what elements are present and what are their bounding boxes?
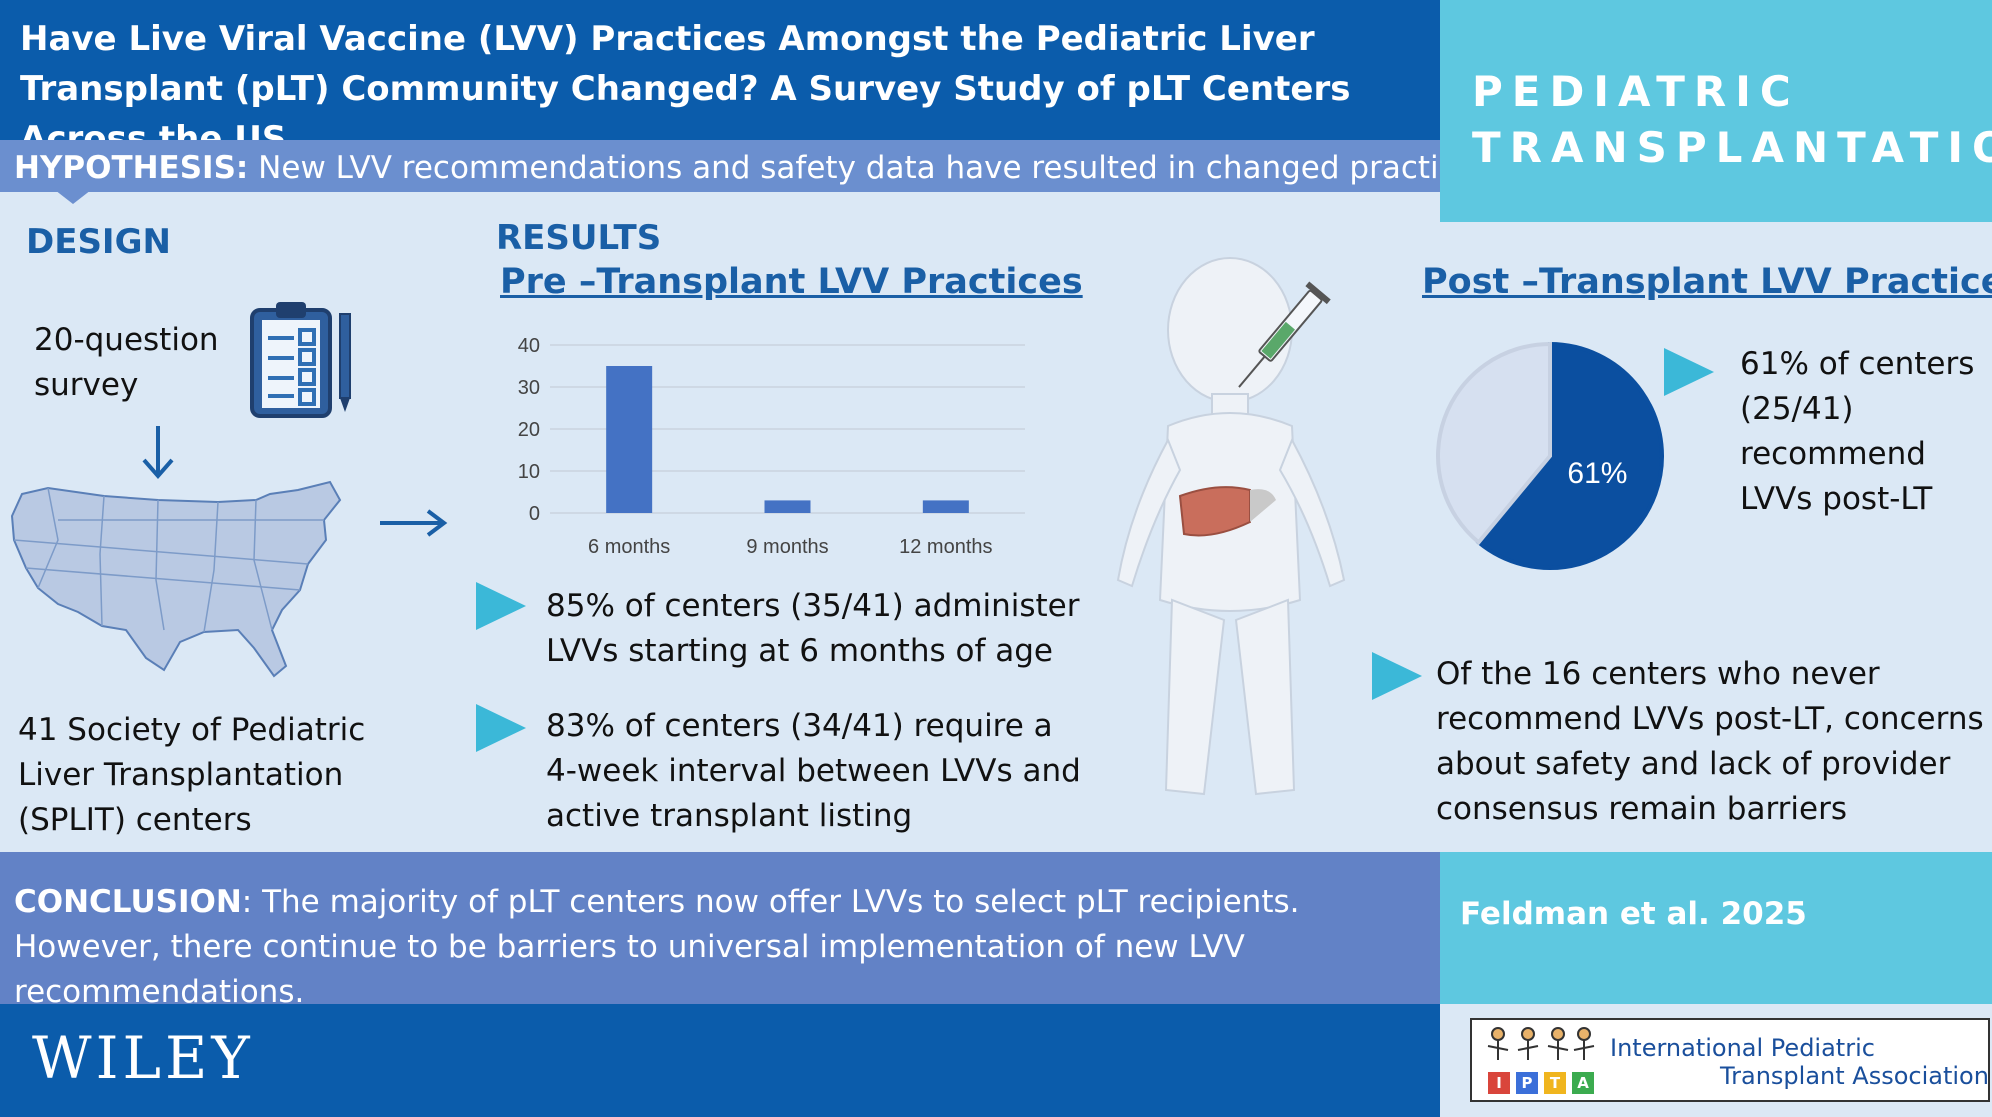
citation-panel — [1440, 852, 1992, 1004]
clipboard-icon — [250, 302, 351, 418]
bullet-triangle-icon — [1372, 652, 1422, 700]
wiley-logo: WILEY — [32, 1024, 254, 1092]
pie-label: 61% — [1567, 457, 1627, 490]
ipta-block-t: T — [1544, 1072, 1566, 1094]
pie-slice — [1475, 341, 1664, 570]
y-tick-label: 10 — [518, 461, 540, 483]
y-tick-label: 20 — [518, 419, 540, 441]
design-heading: DESIGN — [26, 222, 171, 262]
conclusion: CONCLUSION: The majority of pLT centers … — [14, 880, 1434, 1015]
post-bullet: Of the 16 centers who never recommend LV… — [1436, 656, 1984, 827]
centers-text: 41 Society of Pediatric Liver Transplant… — [18, 712, 366, 838]
citation: Feldman et al. 2025 — [1460, 896, 1807, 932]
arrow-right-icon — [380, 509, 448, 537]
survey-text: 20-question survey — [34, 322, 219, 403]
footer-banner — [0, 1004, 1440, 1117]
bullet-triangle-icon — [476, 704, 526, 752]
journal-name-line2: TRANSPLANTATION — [1472, 123, 1992, 172]
bar — [606, 366, 653, 513]
ipta-block-p: P — [1516, 1072, 1538, 1094]
page-title: Have Live Viral Vaccine (LVV) Practices … — [20, 19, 1351, 159]
conclusion-label: CONCLUSION — [14, 884, 242, 920]
x-tick-label: 12 months — [899, 536, 992, 558]
ipta-block-a: A — [1572, 1072, 1594, 1094]
hypothesis-text: New LVV recommendations and safety data … — [248, 150, 1491, 186]
post-transplant-pie-chart: 61% — [1436, 341, 1664, 570]
hypothesis-banner — [0, 140, 1440, 192]
ipta-name-line1: International Pediatric — [1610, 1034, 1875, 1062]
bullet-triangle-icon — [1664, 348, 1714, 396]
ipta-block-i: I — [1488, 1072, 1510, 1094]
conclusion-banner — [0, 852, 1440, 1004]
ipta-kids-icon — [1487, 1027, 1595, 1060]
bar — [922, 500, 969, 513]
y-tick-label: 0 — [529, 503, 540, 525]
bar — [764, 500, 811, 513]
pre-transplant-bar-chart: 0 10 20 30 40 6 months 9 months 12 months — [518, 335, 1025, 558]
y-tick-label: 40 — [518, 335, 540, 357]
pre-bullet-2: 83% of centers (34/41) require a 4-week … — [546, 708, 1081, 834]
journal-name-line1: PEDIATRIC — [1472, 67, 1800, 116]
ipta-name-line2: Transplant Association — [1720, 1062, 1989, 1090]
title-banner — [0, 0, 1440, 140]
pre-transplant-heading: Pre –Transplant LVV Practices — [500, 262, 1083, 302]
arrow-down-icon — [142, 426, 174, 480]
y-tick-label: 30 — [518, 377, 540, 399]
pre-bullet-1: 85% of centers (35/41) administer LVVs s… — [546, 588, 1080, 669]
x-tick-label: 9 months — [746, 536, 828, 558]
hypothesis: HYPOTHESIS: New LVV recommendations and … — [14, 148, 1491, 188]
post-transplant-heading: Post –Transplant LVV Practices — [1422, 262, 1992, 302]
ipta-name: International Pediatric Transplant Assoc… — [1610, 1034, 1989, 1090]
conclusion-text: : The majority of pLT centers now offer … — [14, 884, 1300, 1010]
x-tick-label: 6 months — [588, 536, 670, 558]
results-heading: RESULTS — [496, 218, 662, 258]
post-stat-text: 61% of centers (25/41) recommend LVVs po… — [1740, 346, 1975, 517]
pie-slice — [1436, 341, 1552, 546]
child-illustration — [1116, 257, 1346, 796]
us-map-image — [10, 480, 342, 678]
bullet-triangle-icon — [476, 582, 526, 630]
journal-panel — [1440, 0, 1992, 222]
journal-name: PEDIATRIC TRANSPLANTATION — [1472, 64, 1992, 176]
hypothesis-notch — [55, 190, 91, 204]
hypothesis-label: HYPOTHESIS: — [14, 150, 249, 186]
